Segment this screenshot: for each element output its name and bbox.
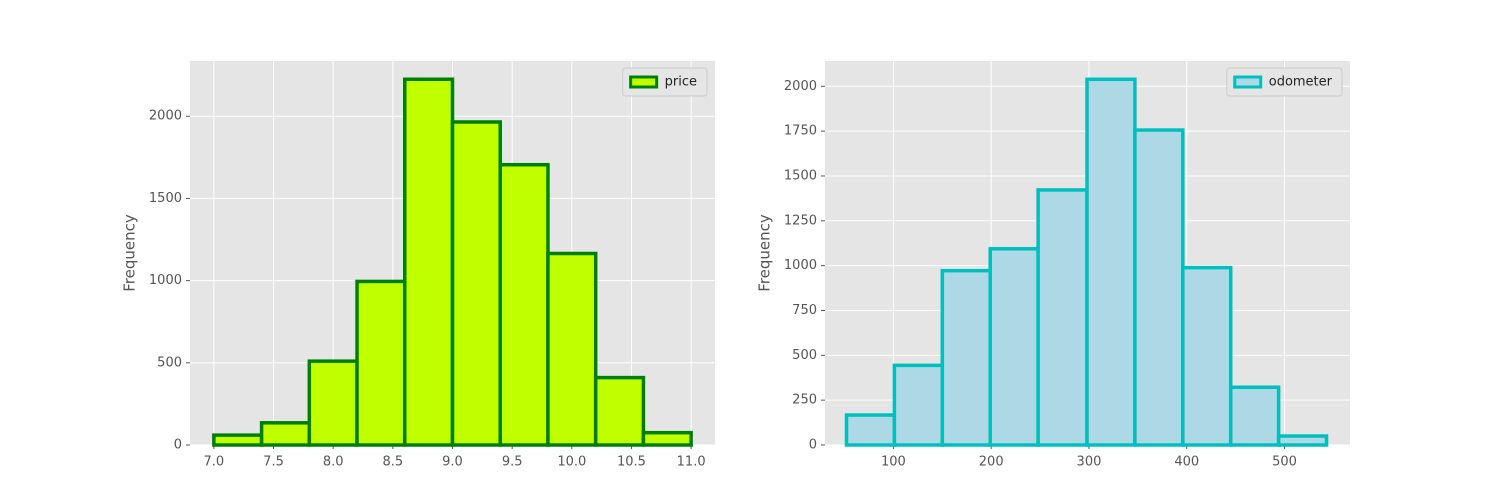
- histogram-bar: [892, 363, 945, 447]
- y-tick-label: 1750: [784, 124, 817, 139]
- y-tick-label: 500: [792, 348, 817, 363]
- histogram-bar: [1036, 188, 1089, 447]
- histogram-bar: [450, 120, 502, 447]
- y-tick-label: 250: [792, 393, 817, 408]
- y-tick-label: 0: [809, 438, 817, 453]
- legend-swatch: [629, 75, 659, 89]
- y-tick-label: 0: [174, 438, 182, 453]
- legend-label: price: [665, 75, 697, 90]
- histogram-bar: [988, 247, 1040, 447]
- legend: odometer: [1226, 67, 1343, 97]
- y-axis-label: Frequency: [756, 214, 774, 292]
- x-tick-label: 9.0: [442, 455, 463, 470]
- y-tick-label: 1000: [149, 273, 182, 288]
- histogram-bar: [1276, 434, 1329, 447]
- y-tick-label: 750: [792, 303, 817, 318]
- legend-swatch: [1233, 75, 1263, 89]
- legend: price: [622, 67, 708, 97]
- x-tick-label: 300: [1077, 455, 1102, 470]
- x-tick-label: 10.5: [617, 455, 646, 470]
- histogram-bar: [355, 279, 407, 447]
- histogram-bar: [498, 162, 550, 447]
- histogram-bar: [307, 359, 359, 447]
- histogram-bar: [212, 433, 264, 447]
- y-tick-label: 2000: [149, 109, 182, 124]
- legend-label: odometer: [1269, 75, 1333, 90]
- histogram-bar: [259, 421, 312, 447]
- histogram-bar: [1228, 385, 1281, 447]
- x-tick-label: 8.0: [323, 455, 344, 470]
- y-tick-label: 1250: [784, 213, 817, 228]
- y-tick-label: 500: [157, 355, 182, 370]
- x-tick-label: 11.0: [677, 455, 706, 470]
- histogram-bar: [593, 375, 646, 447]
- histogram-bar: [1181, 265, 1233, 447]
- histogram-bar: [1133, 128, 1185, 447]
- x-tick-label: 500: [1272, 455, 1297, 470]
- y-tick-label: 1000: [784, 258, 817, 273]
- x-tick-label: 8.5: [382, 455, 403, 470]
- x-tick-label: 100: [881, 455, 906, 470]
- histogram-bar: [844, 413, 897, 447]
- x-tick-label: 200: [979, 455, 1004, 470]
- histogram-bar: [403, 77, 455, 447]
- x-tick-label: 10.0: [557, 455, 586, 470]
- histogram-bar: [641, 430, 693, 447]
- histogram-bar: [940, 268, 992, 447]
- x-tick-label: 7.5: [263, 455, 284, 470]
- y-tick-label: 1500: [149, 191, 182, 206]
- y-tick-label: 1500: [784, 168, 817, 183]
- histogram-bar: [1085, 77, 1137, 447]
- x-tick-label: 400: [1174, 455, 1199, 470]
- x-tick-label: 9.5: [502, 455, 523, 470]
- y-tick-label: 2000: [784, 79, 817, 94]
- histogram-bar: [546, 251, 598, 447]
- legend-box: [1226, 67, 1343, 97]
- x-tick-label: 7.0: [204, 455, 225, 470]
- legend-box: [622, 67, 708, 97]
- y-axis-label: Frequency: [121, 214, 139, 292]
